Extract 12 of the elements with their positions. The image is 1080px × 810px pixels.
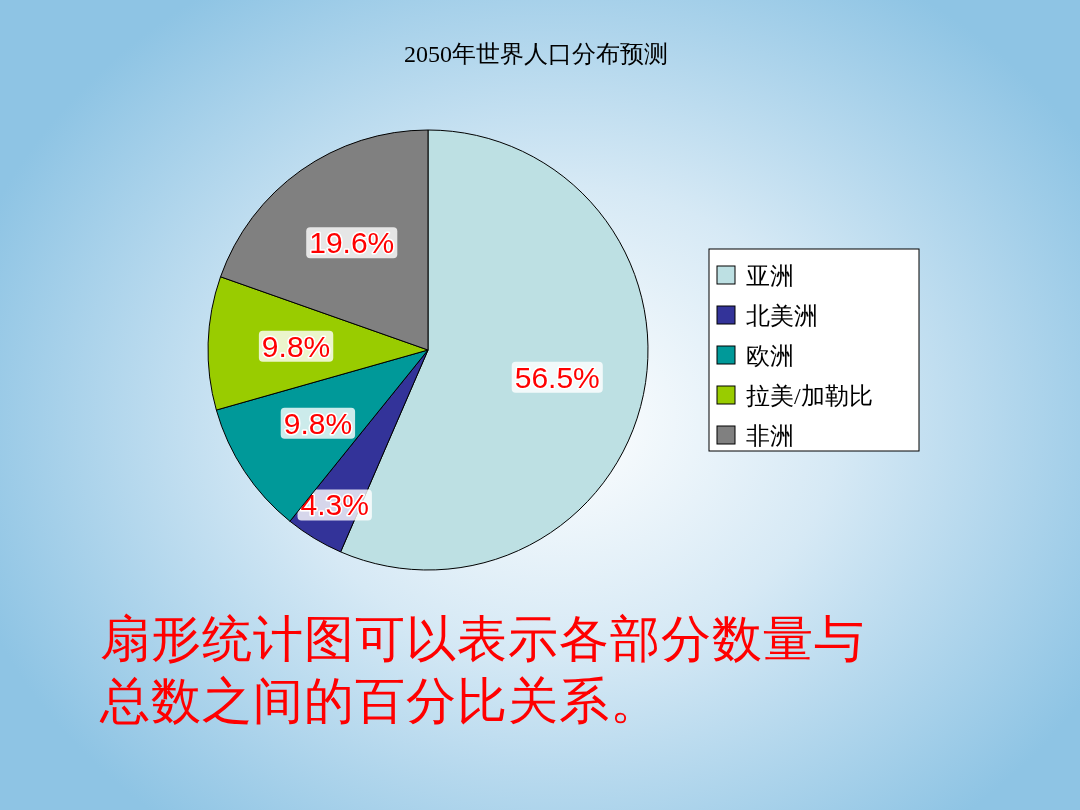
text: 扇形统计图可以表示各部分数量与总数之间的百分比关系。 xyxy=(100,610,866,731)
legend-label: 亚洲 xyxy=(746,263,794,289)
legend-label: 拉美/加勒比 xyxy=(746,383,873,409)
legend-label: 非洲 xyxy=(746,423,794,449)
chart-title: 2050年世界人口分布预测 xyxy=(404,41,668,67)
legend-label: 北美洲 xyxy=(746,303,818,329)
data-label: 56.5% xyxy=(514,360,600,394)
legend-label: 欧洲 xyxy=(746,343,794,369)
data-label: 19.6% xyxy=(309,226,395,260)
data-label: 9.8% xyxy=(261,329,331,363)
data-label: 4.3% xyxy=(300,488,369,522)
data-label: 9.8% xyxy=(283,406,353,440)
